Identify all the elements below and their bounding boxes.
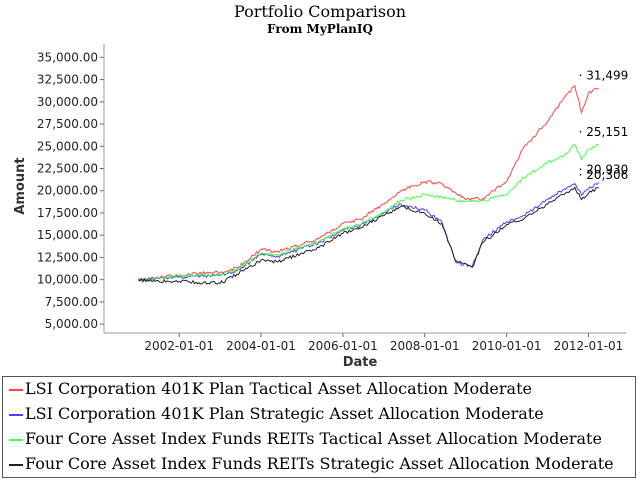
series-end-label: · 31,499	[579, 68, 629, 82]
y-tick-label: 7,500.00	[45, 295, 98, 309]
y-tick-label: 20,000.00	[37, 184, 98, 198]
legend-item: Four Core Asset Index Funds REITs Strate…	[3, 453, 633, 477]
portfolio-line-chart: Portfolio Comparison From MyPlanIQ 5,000…	[13, 2, 629, 370]
x-axis-title: Date	[343, 355, 378, 370]
y-tick-label: 27,500.00	[37, 117, 98, 131]
y-tick-label: 12,500.00	[37, 250, 98, 264]
legend-swatch	[9, 389, 23, 391]
y-axis-title: Amount	[13, 157, 28, 214]
series-line	[138, 143, 599, 282]
y-tick-label: 35,000.00	[37, 50, 98, 64]
x-tick-label: 2002-01-01	[144, 339, 214, 353]
x-tick-label: 2004-01-01	[226, 339, 296, 353]
legend-swatch	[9, 439, 23, 441]
end-value-labels: · 31,499 · 20,930 · 25,151 · 20,306	[579, 68, 629, 182]
legend-item: Four Core Asset Index Funds REITs Tactic…	[3, 428, 633, 452]
x-tick-label: 2012-01-01	[554, 339, 624, 353]
series-lines	[137, 84, 600, 285]
legend-item: LSI Corporation 401K Plan Strategic Asse…	[3, 403, 633, 427]
chart-subtitle: From MyPlanIQ	[267, 22, 373, 36]
x-axis: 2002-01-01 2004-01-01 2006-01-01 2008-01-01…	[144, 333, 623, 353]
x-tick-label: 2006-01-01	[308, 339, 378, 353]
y-tick-label: 22,500.00	[37, 161, 98, 175]
y-tick-label: 15,000.00	[37, 228, 98, 242]
legend-swatch	[9, 464, 23, 466]
y-axis: 5,000.00 7,500.00 10,000.00 12,500.00 15,000…	[37, 50, 104, 331]
chart-legend: LSI Corporation 401K Plan Tactical Asset…	[2, 376, 636, 478]
legend-label: Four Core Asset Index Funds REITs Strate…	[25, 454, 614, 473]
series-line	[137, 186, 599, 285]
y-tick-label: 5,000.00	[45, 317, 98, 331]
legend-item: LSI Corporation 401K Plan Tactical Asset…	[3, 378, 633, 402]
legend-label: Four Core Asset Index Funds REITs Tactic…	[25, 429, 602, 448]
legend-label: LSI Corporation 401K Plan Tactical Asset…	[25, 379, 532, 398]
plot-area	[104, 44, 626, 333]
y-tick-label: 30,000.00	[37, 95, 98, 109]
legend-label: LSI Corporation 401K Plan Strategic Asse…	[25, 404, 544, 423]
series-line	[137, 84, 599, 282]
x-tick-label: 2010-01-01	[472, 339, 542, 353]
y-tick-label: 17,500.00	[37, 206, 98, 220]
x-tick-label: 2008-01-01	[390, 339, 460, 353]
y-tick-label: 25,000.00	[37, 139, 98, 153]
series-end-label: · 20,306	[579, 168, 629, 182]
y-tick-label: 10,000.00	[37, 273, 98, 287]
y-tick-label: 32,500.00	[37, 73, 98, 87]
legend-swatch	[9, 414, 23, 416]
series-end-label: · 25,151	[579, 125, 629, 139]
chart-title: Portfolio Comparison	[234, 2, 406, 21]
series-end-label: · 20,930	[579, 162, 629, 176]
